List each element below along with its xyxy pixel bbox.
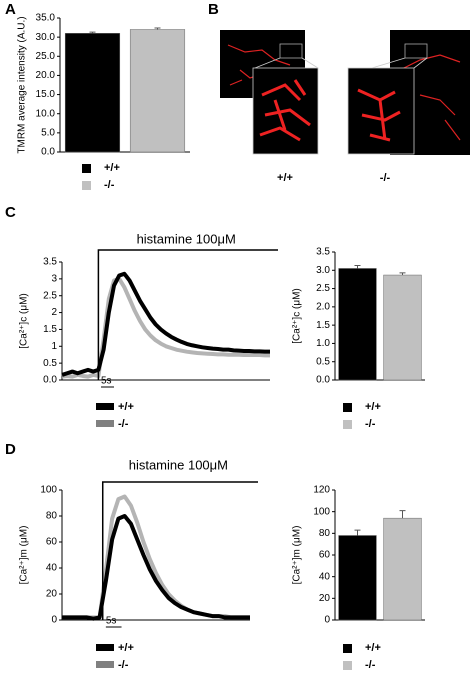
error-bar [89, 31, 96, 34]
y-axis-label: [Ca²⁺]c (μM) [292, 288, 303, 343]
panel-letter: B [208, 1, 219, 18]
y-tick-label: 80 [319, 528, 331, 539]
y-tick-label: 2.5 [316, 283, 330, 294]
y-axis-label: TMRM average intensity (A.U.) [17, 16, 28, 153]
legend-swatch [96, 403, 114, 410]
legend-swatch [82, 181, 91, 190]
y-tick-label: 60 [46, 537, 58, 548]
legend-swatch [96, 644, 114, 651]
y-tick-label: 20 [319, 593, 331, 604]
y-tick-label: 35.0 [36, 13, 56, 24]
y-tick-label: 1.5 [43, 324, 57, 335]
stimulus-bar [97, 249, 278, 380]
legend-swatch [343, 661, 352, 670]
legend-label: +/+ [104, 162, 120, 174]
micrograph-panel: B +/+ -/- [208, 1, 470, 184]
legend-label: +/+ [365, 401, 381, 413]
y-tick-label: 3.5 [316, 247, 330, 258]
y-tick-label: 40 [46, 563, 58, 574]
stimulus-label: histamine 100μM [137, 231, 236, 246]
y-tick-label: 5.0 [41, 127, 55, 138]
y-tick-label: 0.5 [316, 356, 330, 367]
error-bar [354, 529, 361, 536]
panel-letter: A [5, 1, 16, 18]
y-tick-label: 100 [40, 485, 57, 496]
bar [338, 535, 377, 621]
line [62, 494, 250, 620]
panel-letter: C [5, 204, 16, 221]
y-tick-label: 25.0 [36, 51, 56, 62]
y-tick-label: 1 [51, 341, 57, 352]
bar [64, 33, 121, 153]
legend-swatch [82, 164, 91, 173]
y-tick-label: 30.0 [36, 32, 56, 43]
y-tick-label: 20.0 [36, 70, 56, 81]
line [61, 271, 270, 377]
y-axis-label: [Ca²⁺]m (μM) [19, 526, 30, 585]
y-tick-label: 0.0 [41, 147, 55, 158]
y-axis-label: [Ca²⁺]c (μM) [19, 293, 30, 348]
legend-swatch [96, 420, 114, 427]
y-tick-label: 100 [313, 506, 330, 517]
y-axis-label: [Ca²⁺]m (μM) [292, 526, 303, 585]
caption: -/- [380, 172, 391, 184]
legend-label: -/- [118, 659, 129, 671]
error-bar [399, 510, 406, 519]
bar [383, 274, 422, 381]
panel-letter: D [5, 441, 16, 458]
y-tick-label: 0.0 [316, 375, 330, 386]
y-tick-label: 0.0 [43, 375, 57, 386]
y-tick-label: 1.5 [316, 320, 330, 331]
line [62, 514, 250, 621]
scale-bar-label: 5s [101, 376, 112, 387]
error-bar [354, 265, 361, 269]
y-tick-label: 3.5 [43, 257, 57, 268]
y-tick-label: 10.0 [36, 108, 56, 119]
legend-label: +/+ [118, 401, 134, 413]
legend-label: -/- [365, 659, 376, 671]
legend-swatch [96, 661, 114, 668]
y-tick-label: 2.0 [316, 301, 330, 312]
legend-swatch [343, 403, 352, 412]
y-tick-label: 3.0 [316, 265, 330, 276]
caption: +/+ [277, 172, 293, 184]
stimulus-label: histamine 100μM [129, 457, 228, 472]
legend-label: -/- [118, 418, 129, 430]
y-tick-label: 20 [46, 589, 58, 600]
y-tick-label: 2 [51, 307, 57, 318]
legend-swatch [343, 420, 352, 429]
legend-label: +/+ [118, 642, 134, 654]
y-tick-label: 2.5 [43, 290, 57, 301]
bar [129, 29, 186, 153]
legend-label: -/- [104, 179, 115, 191]
error-bar [154, 27, 161, 30]
scale-bar-label: 5s [106, 616, 117, 627]
line [61, 276, 270, 379]
y-tick-label: 3 [51, 273, 57, 284]
y-tick-label: 0 [324, 615, 330, 626]
error-bar [399, 272, 406, 276]
legend-swatch [343, 644, 352, 653]
y-tick-label: 40 [319, 571, 331, 582]
legend-label: +/+ [365, 642, 381, 654]
y-tick-label: 0.5 [43, 358, 57, 369]
y-tick-label: 15.0 [36, 89, 56, 100]
legend-label: -/- [365, 418, 376, 430]
y-tick-label: 1.0 [316, 338, 330, 349]
y-tick-label: 60 [319, 550, 331, 561]
y-tick-label: 0 [51, 615, 57, 626]
y-tick-label: 120 [313, 485, 330, 496]
bar [383, 517, 422, 621]
stimulus-bar [101, 481, 258, 620]
y-tick-label: 80 [46, 511, 58, 522]
bar [338, 268, 377, 381]
